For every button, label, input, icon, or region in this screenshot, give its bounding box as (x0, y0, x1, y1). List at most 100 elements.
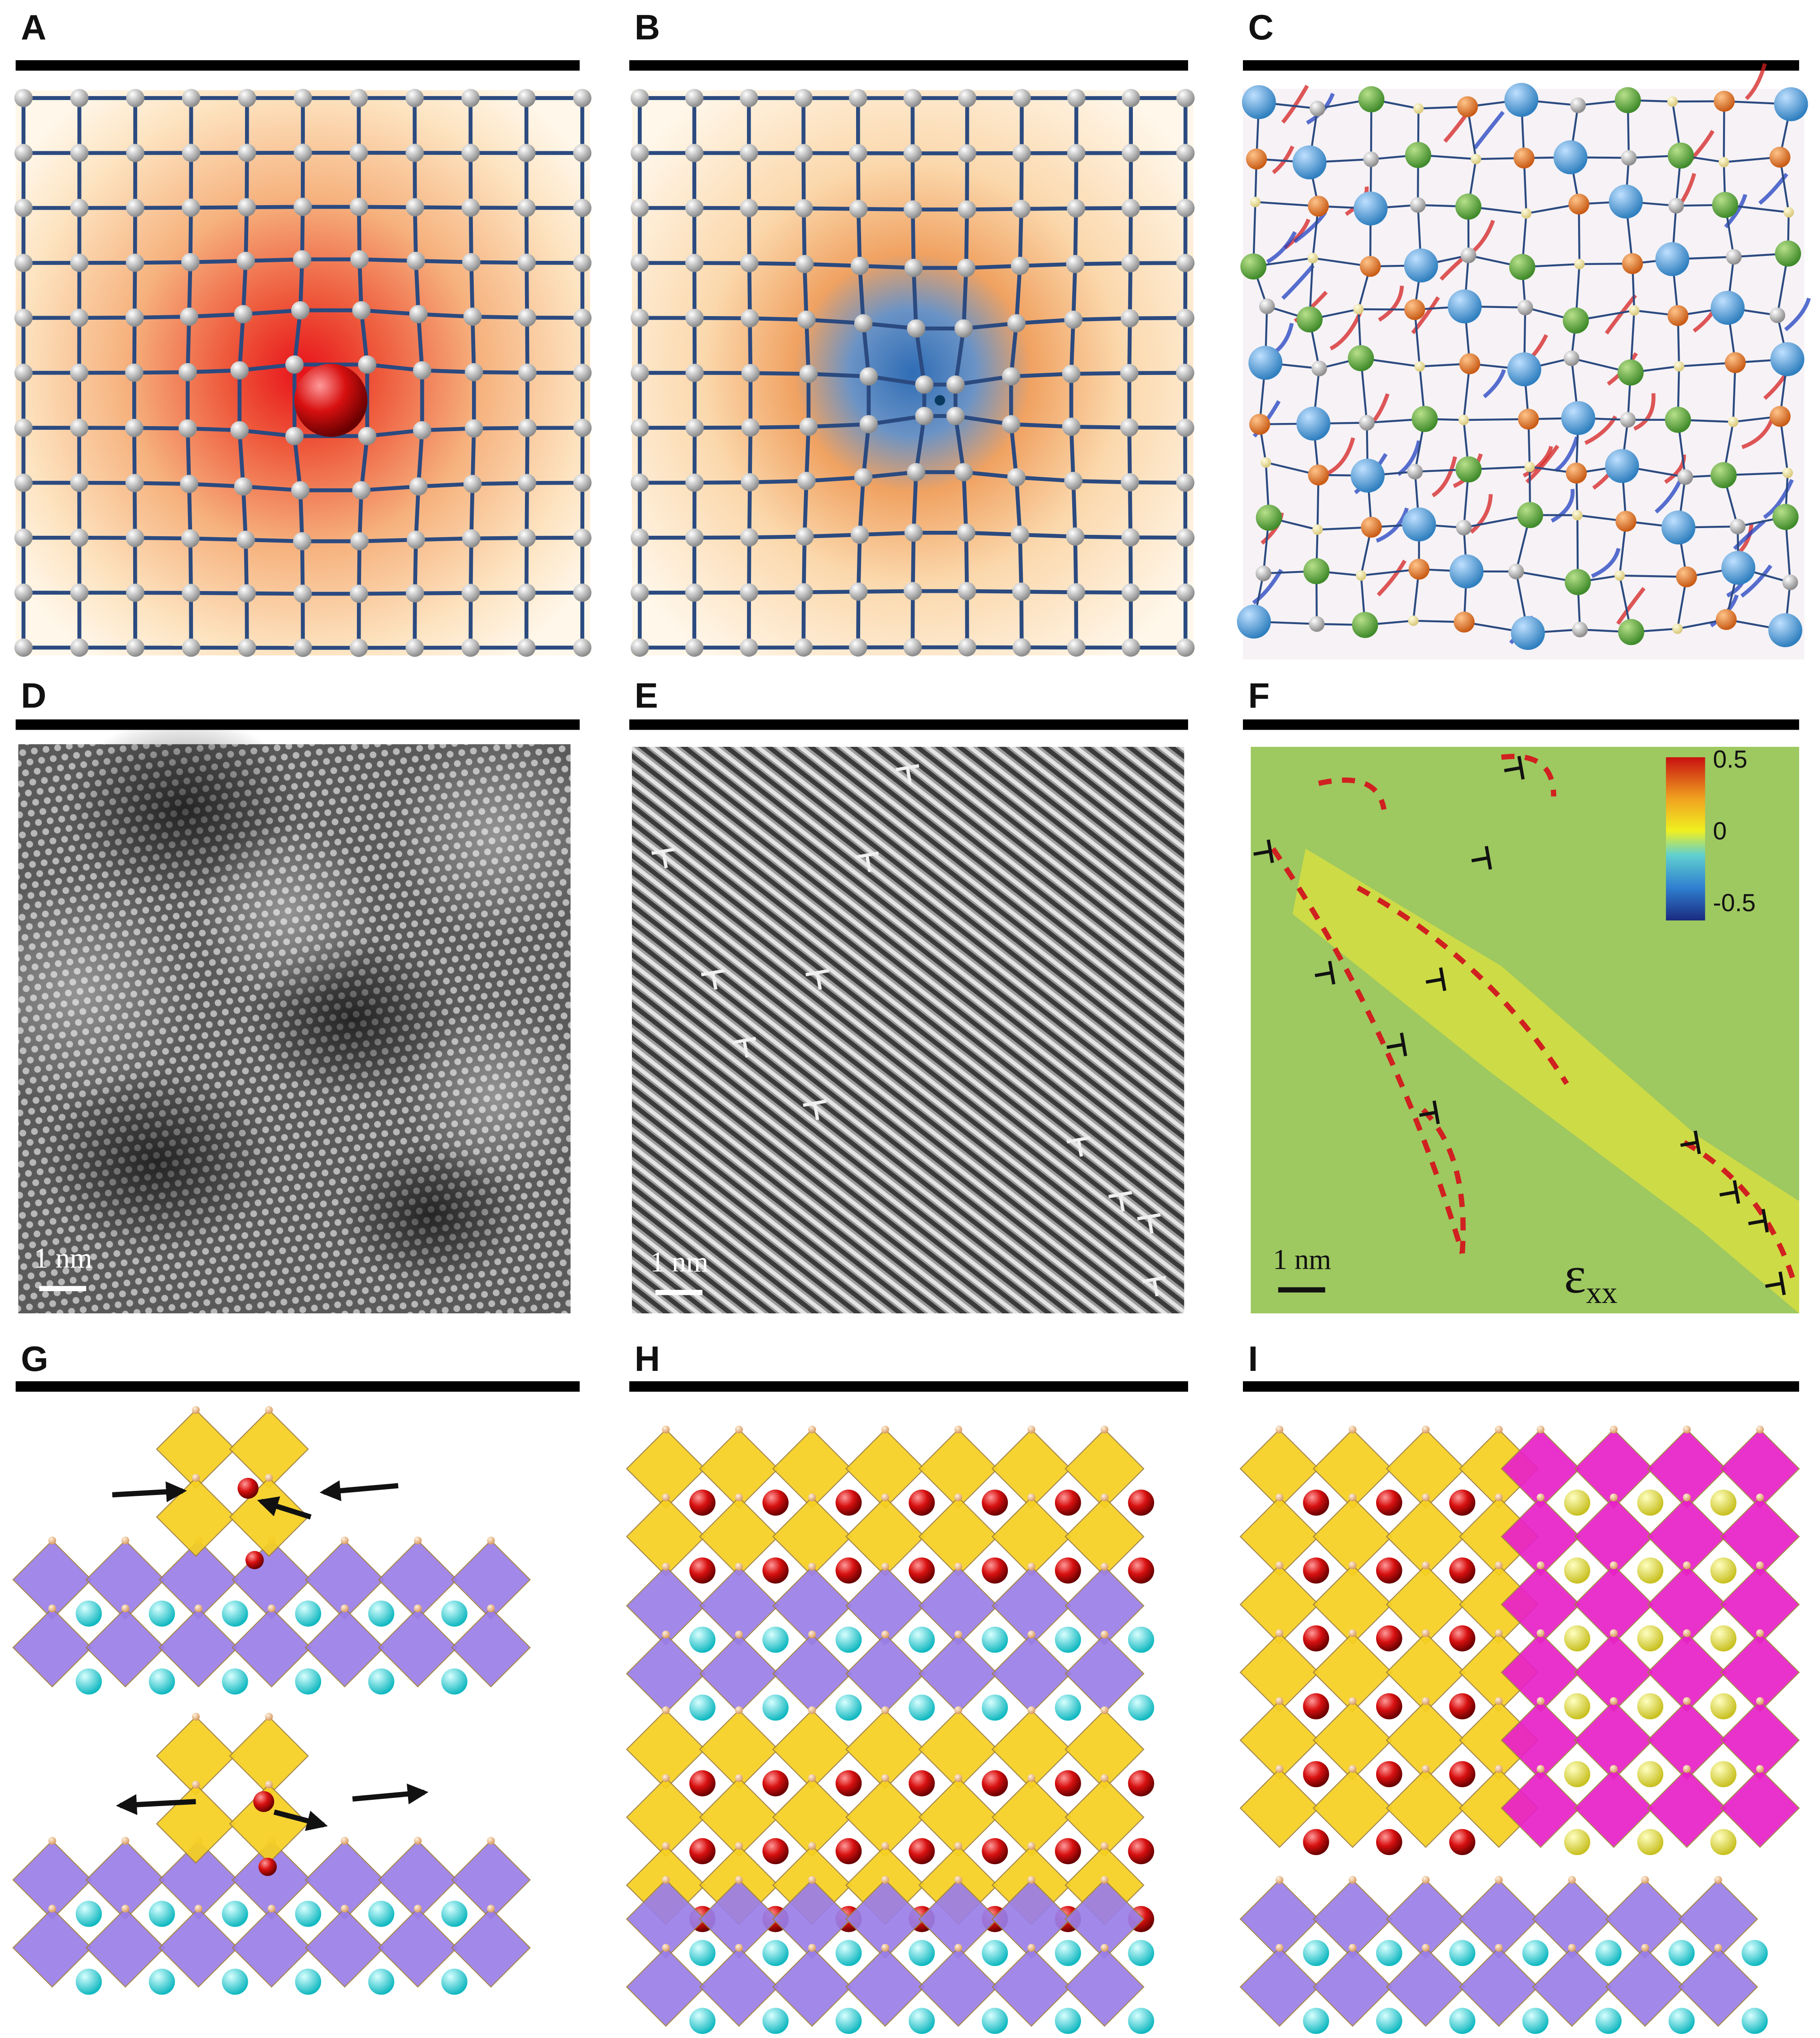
ion (735, 1774, 743, 1782)
ion (441, 1968, 467, 1995)
bond (237, 314, 246, 371)
atom (1568, 193, 1589, 215)
ion (954, 1876, 963, 1884)
bond (190, 536, 246, 542)
panel-label: G (21, 1340, 48, 1379)
ion (808, 1630, 816, 1639)
atom (518, 308, 536, 327)
atom (1062, 418, 1081, 436)
bond (367, 362, 423, 373)
octahedron (918, 1947, 998, 2027)
ion (1449, 1490, 1476, 1516)
bond (525, 428, 530, 483)
ion (1421, 1425, 1430, 1434)
ion (1276, 1876, 1284, 1884)
ion (1348, 1629, 1357, 1637)
ion (909, 1940, 935, 1966)
arrow (319, 1480, 399, 1501)
atom (1246, 148, 1267, 170)
atom (405, 584, 424, 603)
atom (915, 375, 934, 394)
ion (662, 1425, 670, 1434)
bond (750, 479, 807, 485)
ion (689, 1940, 716, 1966)
atom (1353, 304, 1364, 315)
atom (1668, 197, 1684, 214)
ion (1449, 1557, 1476, 1584)
atom (1677, 469, 1693, 485)
ion (1054, 1838, 1081, 1865)
ion (1609, 1629, 1618, 1637)
ion (1449, 1693, 1476, 1720)
ion (1536, 1629, 1545, 1637)
ion (881, 1425, 889, 1434)
dislocation (1719, 1180, 1740, 1204)
ion (1756, 1493, 1764, 1502)
bond (471, 260, 527, 265)
bond (1018, 534, 1024, 592)
dislocation (805, 969, 829, 990)
ion (1564, 1557, 1590, 1584)
panel-bar (15, 719, 580, 730)
ion (1564, 1693, 1590, 1720)
atom (851, 256, 869, 275)
atom (1121, 528, 1140, 547)
bond (806, 317, 864, 326)
bond (868, 374, 925, 387)
atom (285, 355, 304, 374)
ion (1495, 1561, 1503, 1569)
atom (1460, 247, 1477, 264)
atom (125, 308, 144, 327)
bond (953, 415, 966, 473)
ion (689, 1626, 716, 1653)
atom (631, 254, 649, 272)
ion (1756, 1697, 1764, 1705)
strain-streak (1604, 294, 1637, 335)
colorbar-tick-label: 0 (1713, 817, 1727, 845)
bond (911, 268, 918, 329)
ion (295, 1668, 322, 1695)
atom (126, 89, 144, 107)
bond (808, 372, 869, 379)
atom (915, 407, 934, 425)
bond (243, 484, 301, 492)
ion (1128, 1490, 1154, 1516)
ion (662, 1493, 670, 1502)
atom (350, 584, 368, 603)
strain-streak (1483, 369, 1506, 399)
ion (1449, 1761, 1476, 1788)
ion (414, 1836, 422, 1845)
bond (749, 534, 805, 539)
atom (358, 427, 376, 446)
atom (631, 638, 649, 657)
atom (517, 253, 536, 272)
ion (1668, 2008, 1695, 2034)
atom (740, 583, 758, 602)
ion (881, 1630, 889, 1639)
ion (835, 1557, 862, 1584)
atom (1667, 305, 1689, 326)
panel-bar (1243, 1381, 1799, 1392)
ion (295, 1901, 322, 1927)
strain-streak (1522, 446, 1553, 478)
atom (946, 407, 965, 425)
atom (1614, 87, 1641, 113)
atom (1067, 638, 1086, 657)
atom (1002, 367, 1021, 386)
atom (1408, 615, 1419, 626)
bond (694, 261, 750, 265)
atom (573, 473, 592, 492)
atom (234, 305, 253, 323)
atom (125, 363, 144, 382)
bond (132, 317, 137, 373)
atom (631, 199, 649, 217)
lattice (631, 89, 1195, 657)
atom (1292, 145, 1327, 180)
ion (1641, 1944, 1649, 1952)
atom (1261, 457, 1271, 468)
atom (1774, 87, 1808, 121)
ion (1376, 1761, 1402, 1788)
bond (1018, 209, 1024, 266)
atom (631, 364, 649, 382)
bond (1019, 591, 1024, 648)
